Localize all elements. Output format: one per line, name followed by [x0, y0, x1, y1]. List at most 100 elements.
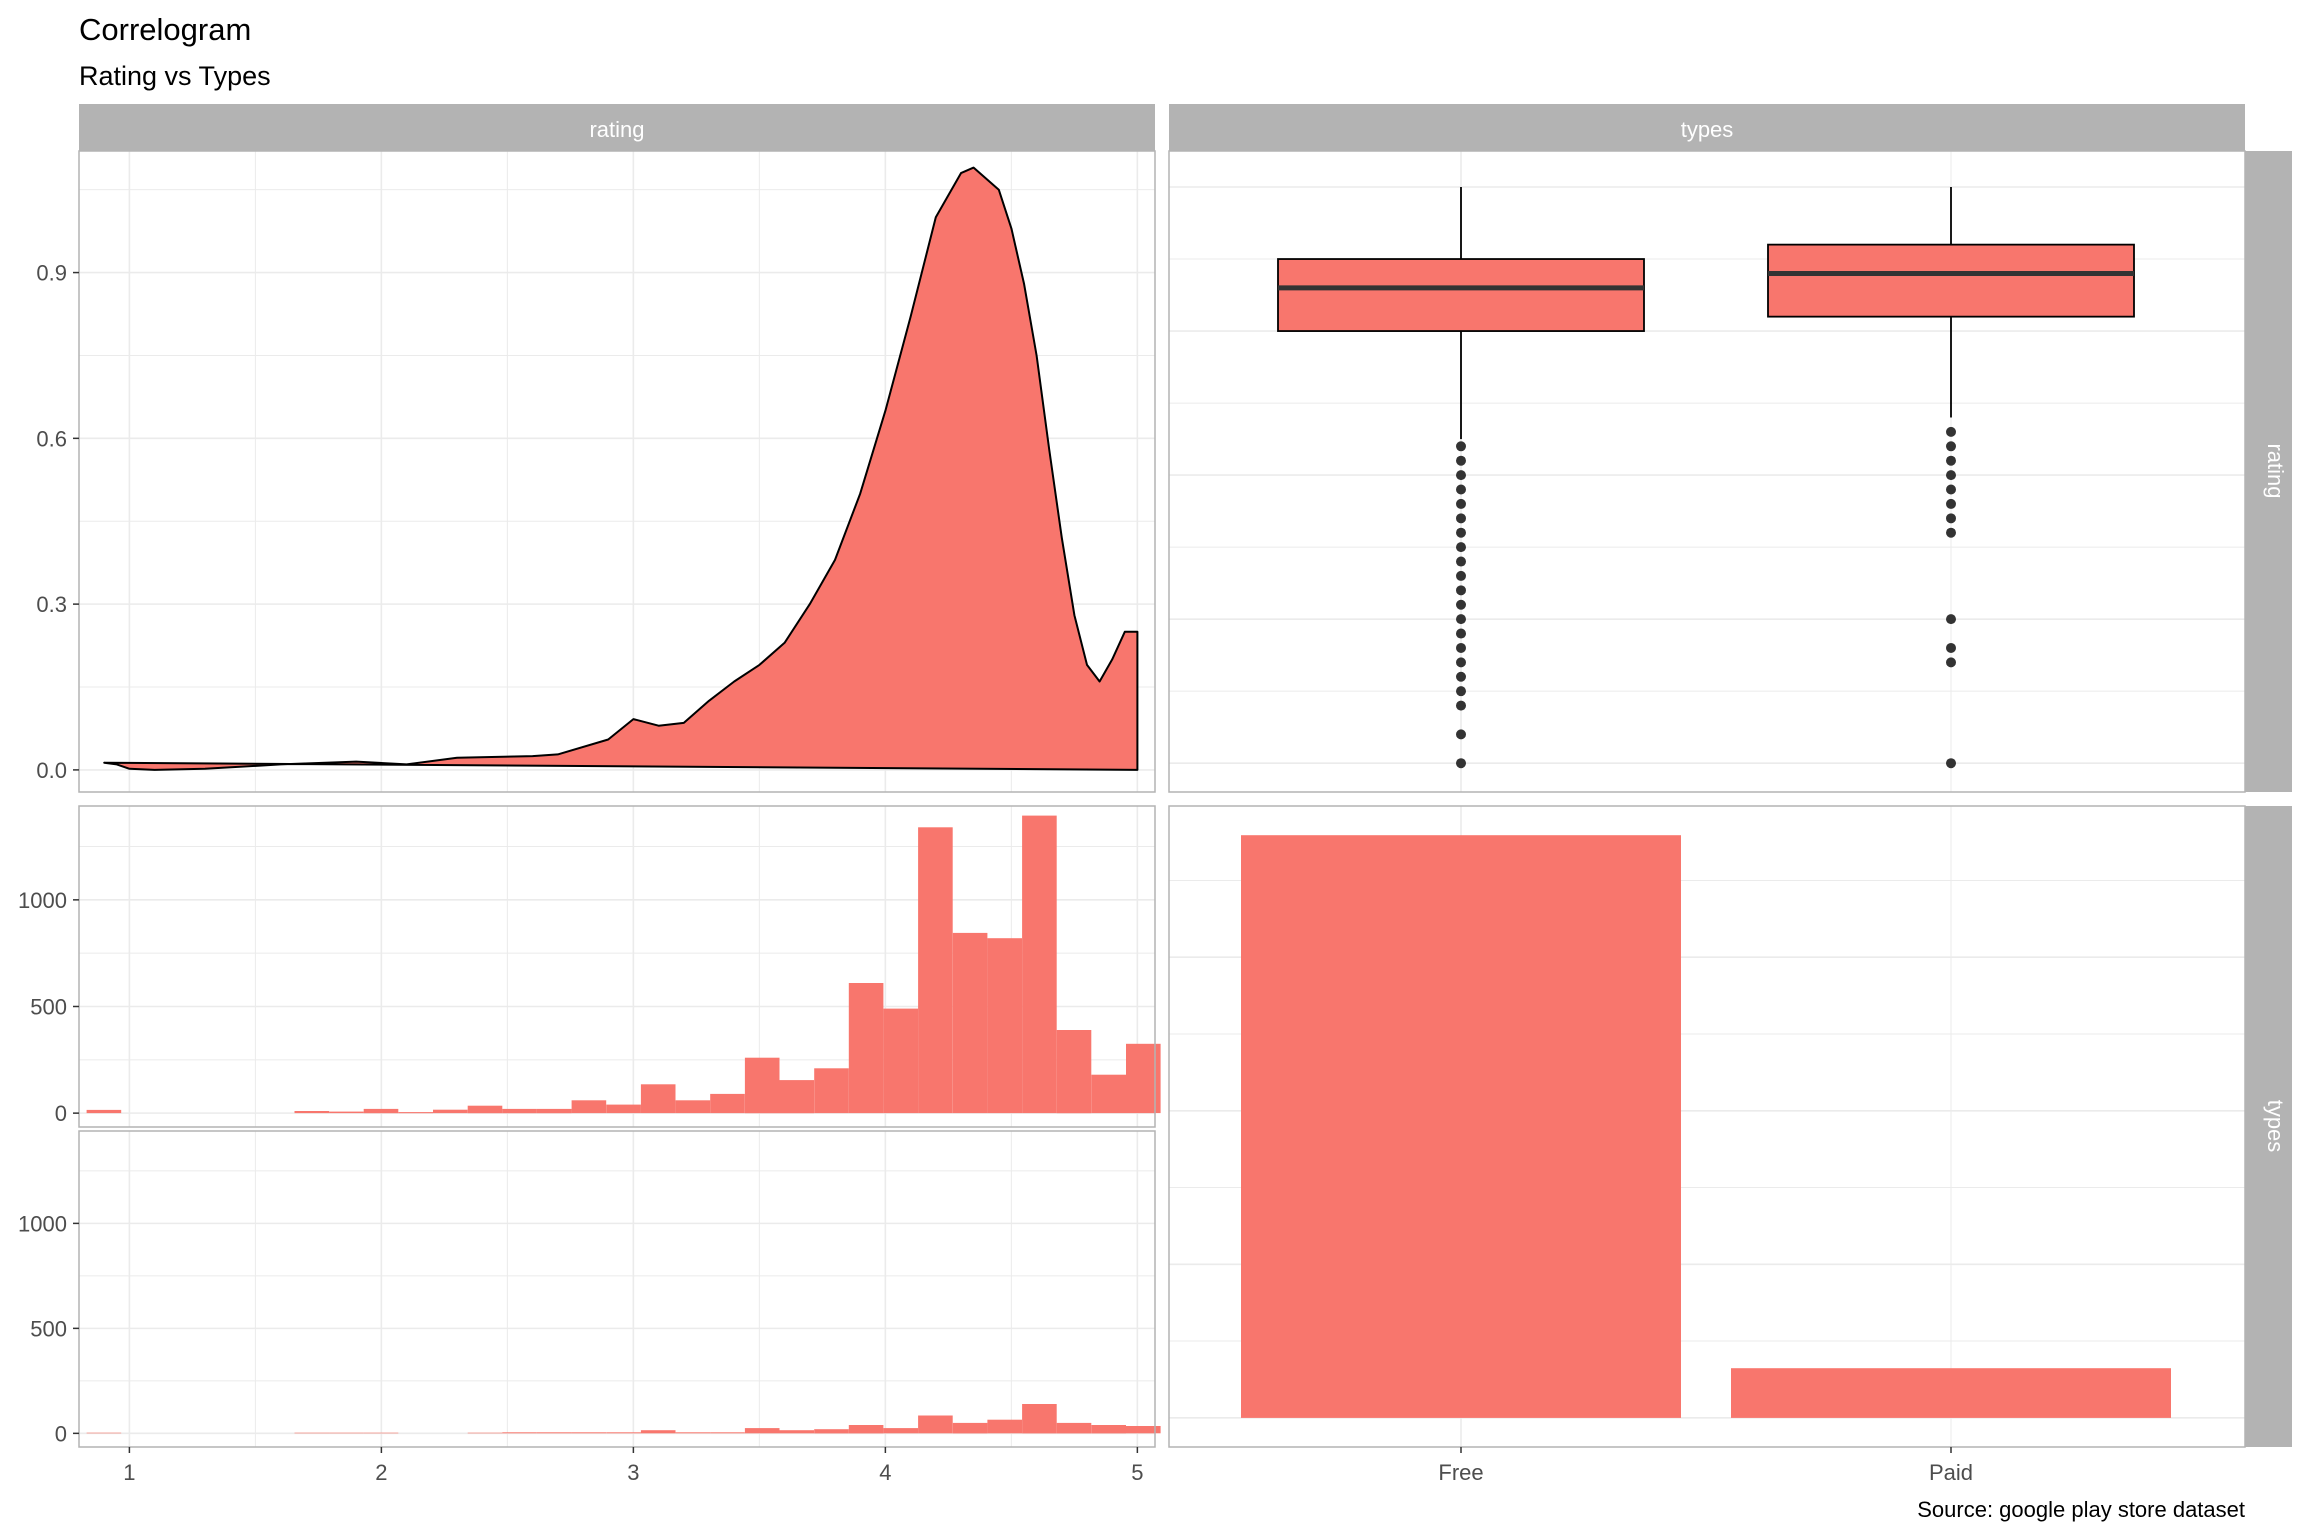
hist-paid-bar: [329, 1432, 364, 1434]
hist-free-bar: [1056, 1030, 1092, 1114]
hist-free-bar: [779, 1080, 815, 1114]
hist-free-bar: [433, 1109, 468, 1114]
box-outlier-point: [1456, 585, 1466, 596]
hist-paid-bar: [1126, 1426, 1161, 1434]
hist-free-bar: [710, 1093, 745, 1114]
box-outlier-point: [1946, 484, 1956, 495]
hist-paid-bar: [987, 1419, 1022, 1434]
box-outlier-point: [1456, 729, 1466, 740]
chart-caption: Source: google play store dataset: [1917, 1497, 2245, 1522]
hist-paid-bar: [952, 1422, 988, 1434]
hist-paid-bar: [883, 1428, 919, 1434]
box-outlier-point: [1456, 513, 1466, 524]
hist-paid-bg: [79, 1131, 1155, 1447]
density-y-tick-label: 0.0: [36, 758, 67, 783]
hist-free-bar: [675, 1100, 711, 1114]
hist-free-y-tick-label: 0: [55, 1101, 67, 1126]
density-y-tick-label: 0.6: [36, 426, 67, 451]
hist-paid-bar: [779, 1430, 815, 1434]
hist-free-bar: [640, 1084, 676, 1114]
hist-free-bar: [537, 1108, 572, 1114]
hist-free-bar: [883, 1008, 919, 1114]
hist-paid-bar: [571, 1432, 607, 1434]
hist-free-bar: [987, 938, 1022, 1114]
box-outlier-point: [1456, 542, 1466, 553]
x-tick-label-rating: 2: [375, 1460, 387, 1485]
hist-free-bar: [329, 1111, 364, 1114]
hist-free-bar: [363, 1108, 399, 1114]
box-outlier-point: [1456, 628, 1466, 639]
box-outlier-point: [1456, 700, 1466, 711]
box-outlier-point: [1946, 758, 1956, 769]
hist-paid-bar: [502, 1432, 537, 1434]
hist-paid-bar: [1056, 1422, 1092, 1434]
density-area: [103, 166, 1139, 771]
hist-paid-bar: [918, 1415, 953, 1434]
box-outlier-point: [1456, 758, 1466, 769]
box-outlier-point: [1456, 599, 1466, 610]
box-outlier-point: [1946, 513, 1956, 524]
hist-free-bar: [467, 1105, 503, 1114]
box-outlier-point: [1946, 642, 1956, 653]
panel-density-border: [78, 150, 1156, 793]
strip-row-types: types: [2263, 1100, 2288, 1153]
hist-free-y-tick-label: 500: [30, 994, 67, 1019]
box-outlier-point: [1456, 686, 1466, 697]
count-bar-paid: [1731, 1368, 2171, 1418]
strip-col-types: types: [1681, 117, 1734, 142]
hist-paid-bar: [294, 1432, 330, 1434]
hist-paid-y-tick-label: 500: [30, 1316, 67, 1341]
strip-col-rating-bg: [79, 104, 1155, 151]
hist-free-bar: [571, 1100, 607, 1114]
density-y-tick-label: 0.3: [36, 592, 67, 617]
hist-paid-bar: [1091, 1425, 1126, 1434]
hist-paid-bar: [744, 1428, 780, 1434]
hist-paid-bar: [537, 1432, 572, 1434]
hist-free-bar: [744, 1057, 780, 1114]
box-outlier-point: [1946, 455, 1956, 466]
box-outlier-point: [1456, 570, 1466, 581]
hist-paid-bar: [814, 1429, 849, 1434]
box-outlier-point: [1456, 614, 1466, 625]
chart-title: Correlogram: [79, 12, 251, 47]
box-outlier-point: [1456, 455, 1466, 466]
hist-free-bar: [86, 1109, 122, 1114]
hist-paid-bar: [86, 1432, 122, 1434]
box-outlier-point: [1456, 498, 1466, 509]
hist-paid-y-tick-label: 1000: [18, 1211, 67, 1236]
box-outlier-point: [1456, 657, 1466, 668]
x-tick-label-rating: 3: [627, 1460, 639, 1485]
x-tick-label-rating: 5: [1131, 1460, 1143, 1485]
strip-row-rating-bg: [2245, 151, 2292, 792]
box-outlier-point: [1946, 614, 1956, 625]
x-tick-label-rating: 4: [879, 1460, 891, 1485]
box-body: [1767, 243, 2135, 318]
hist-free-bar: [918, 827, 953, 1114]
hist-free-bar: [502, 1108, 537, 1114]
hist-free-bar: [848, 983, 884, 1114]
box-outlier-point: [1946, 470, 1956, 481]
x-tick-label-rating: 1: [123, 1460, 135, 1485]
hist-paid-bar: [640, 1430, 676, 1434]
hist-paid-bar: [675, 1432, 711, 1434]
strip-col-rating: rating: [589, 117, 644, 142]
hist-free-bar: [606, 1104, 641, 1114]
box-outlier-point: [1456, 671, 1466, 682]
hist-paid-bar: [606, 1432, 641, 1434]
hist-free-border: [78, 805, 1156, 1128]
hist-paid-bar: [848, 1425, 884, 1434]
hist-paid-bar: [467, 1432, 503, 1434]
hist-free-bar: [1091, 1074, 1126, 1114]
hist-free-bar: [398, 1112, 433, 1114]
box-outlier-point: [1456, 470, 1466, 481]
x-tick-label-types: Paid: [1929, 1460, 1973, 1485]
hist-free-bar: [952, 932, 988, 1114]
box-outlier-point: [1946, 527, 1956, 538]
box-outlier-point: [1946, 657, 1956, 668]
x-tick-label-types: Free: [1438, 1460, 1483, 1485]
hist-free-y-tick-label: 1000: [18, 888, 67, 913]
panel-box-border: [1168, 150, 2246, 793]
box-outlier-point: [1456, 642, 1466, 653]
hist-free-bar: [294, 1111, 330, 1114]
